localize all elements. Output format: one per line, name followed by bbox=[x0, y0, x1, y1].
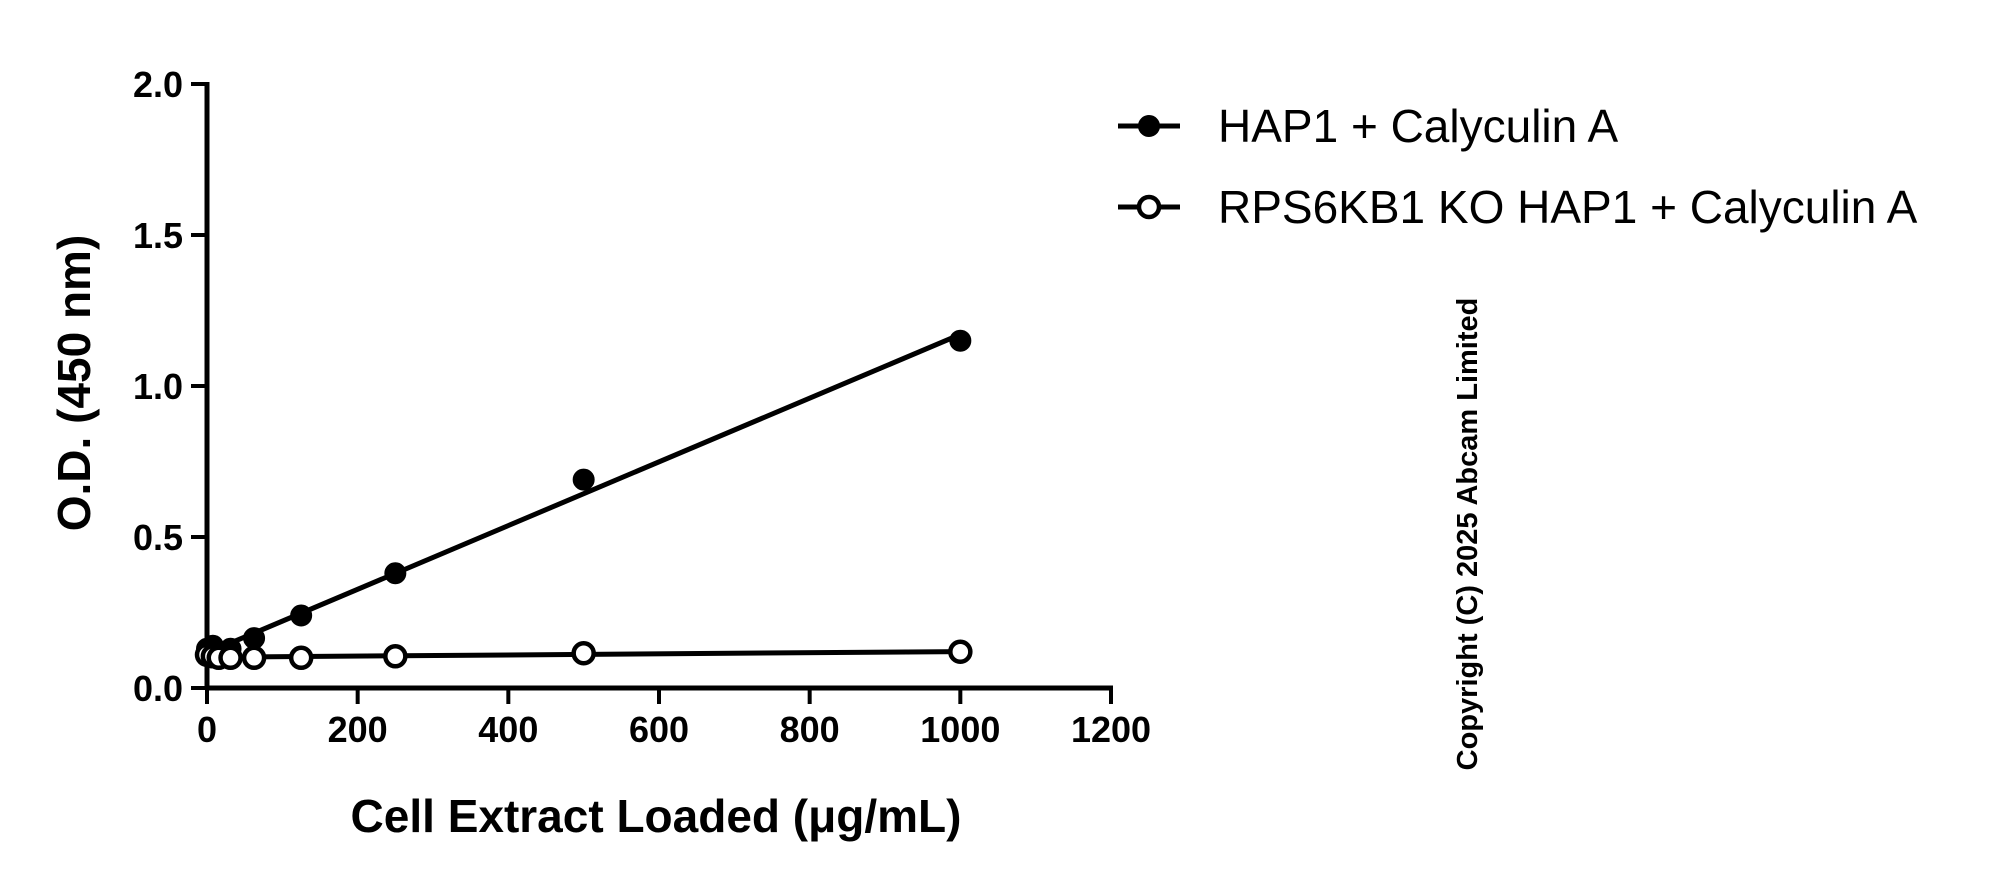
legend-item: RPS6KB1 KO HAP1 + Calyculin A bbox=[1118, 181, 1918, 233]
series-fit-line bbox=[206, 332, 962, 656]
y-tick-label: 1.0 bbox=[133, 366, 183, 407]
data-point bbox=[384, 562, 407, 585]
legend-item: HAP1 + Calyculin A bbox=[1118, 100, 1618, 152]
x-tick-label: 600 bbox=[629, 709, 689, 750]
x-axis-ticks: 0 200 400 600 800 1000 1200 bbox=[197, 688, 1151, 750]
data-point bbox=[288, 645, 314, 671]
data-point bbox=[243, 627, 266, 650]
data-point bbox=[572, 468, 595, 491]
copyright-text: Copyright (C) 2025 Abcam Limited bbox=[1452, 298, 1484, 771]
legend-label: HAP1 + Calyculin A bbox=[1218, 100, 1618, 152]
x-axis-title: Cell Extract Loaded (μg/mL) bbox=[351, 790, 962, 842]
data-point bbox=[383, 644, 408, 669]
x-tick-label: 200 bbox=[328, 709, 388, 750]
x-tick-label: 1000 bbox=[920, 709, 1000, 750]
legend-marker bbox=[1136, 194, 1162, 220]
data-point bbox=[241, 645, 267, 671]
series-2 bbox=[194, 639, 973, 671]
y-tick-label: 1.5 bbox=[133, 215, 183, 256]
y-tick-label: 0.5 bbox=[133, 517, 183, 558]
series-layer bbox=[194, 329, 973, 671]
legend: HAP1 + Calyculin A RPS6KB1 KO HAP1 + Caly… bbox=[1118, 100, 1918, 233]
legend-marker bbox=[1138, 115, 1160, 137]
x-tick-label: 800 bbox=[780, 709, 840, 750]
series-1 bbox=[196, 329, 972, 663]
data-point bbox=[290, 604, 313, 627]
x-tick-label: 0 bbox=[197, 709, 217, 750]
x-tick-label: 1200 bbox=[1071, 709, 1151, 750]
data-point bbox=[948, 639, 973, 665]
y-axis-title: O.D. (450 nm) bbox=[48, 235, 100, 532]
legend-label: RPS6KB1 KO HAP1 + Calyculin A bbox=[1218, 181, 1918, 233]
data-point bbox=[218, 645, 243, 671]
data-point bbox=[571, 641, 596, 666]
y-tick-label: 2.0 bbox=[133, 64, 183, 105]
axes bbox=[204, 82, 1113, 691]
x-tick-label: 400 bbox=[478, 709, 538, 750]
y-axis-ticks: 0.0 0.5 1.0 1.5 2.0 bbox=[133, 64, 207, 709]
data-point bbox=[949, 329, 972, 352]
y-tick-label: 0.0 bbox=[133, 668, 183, 709]
